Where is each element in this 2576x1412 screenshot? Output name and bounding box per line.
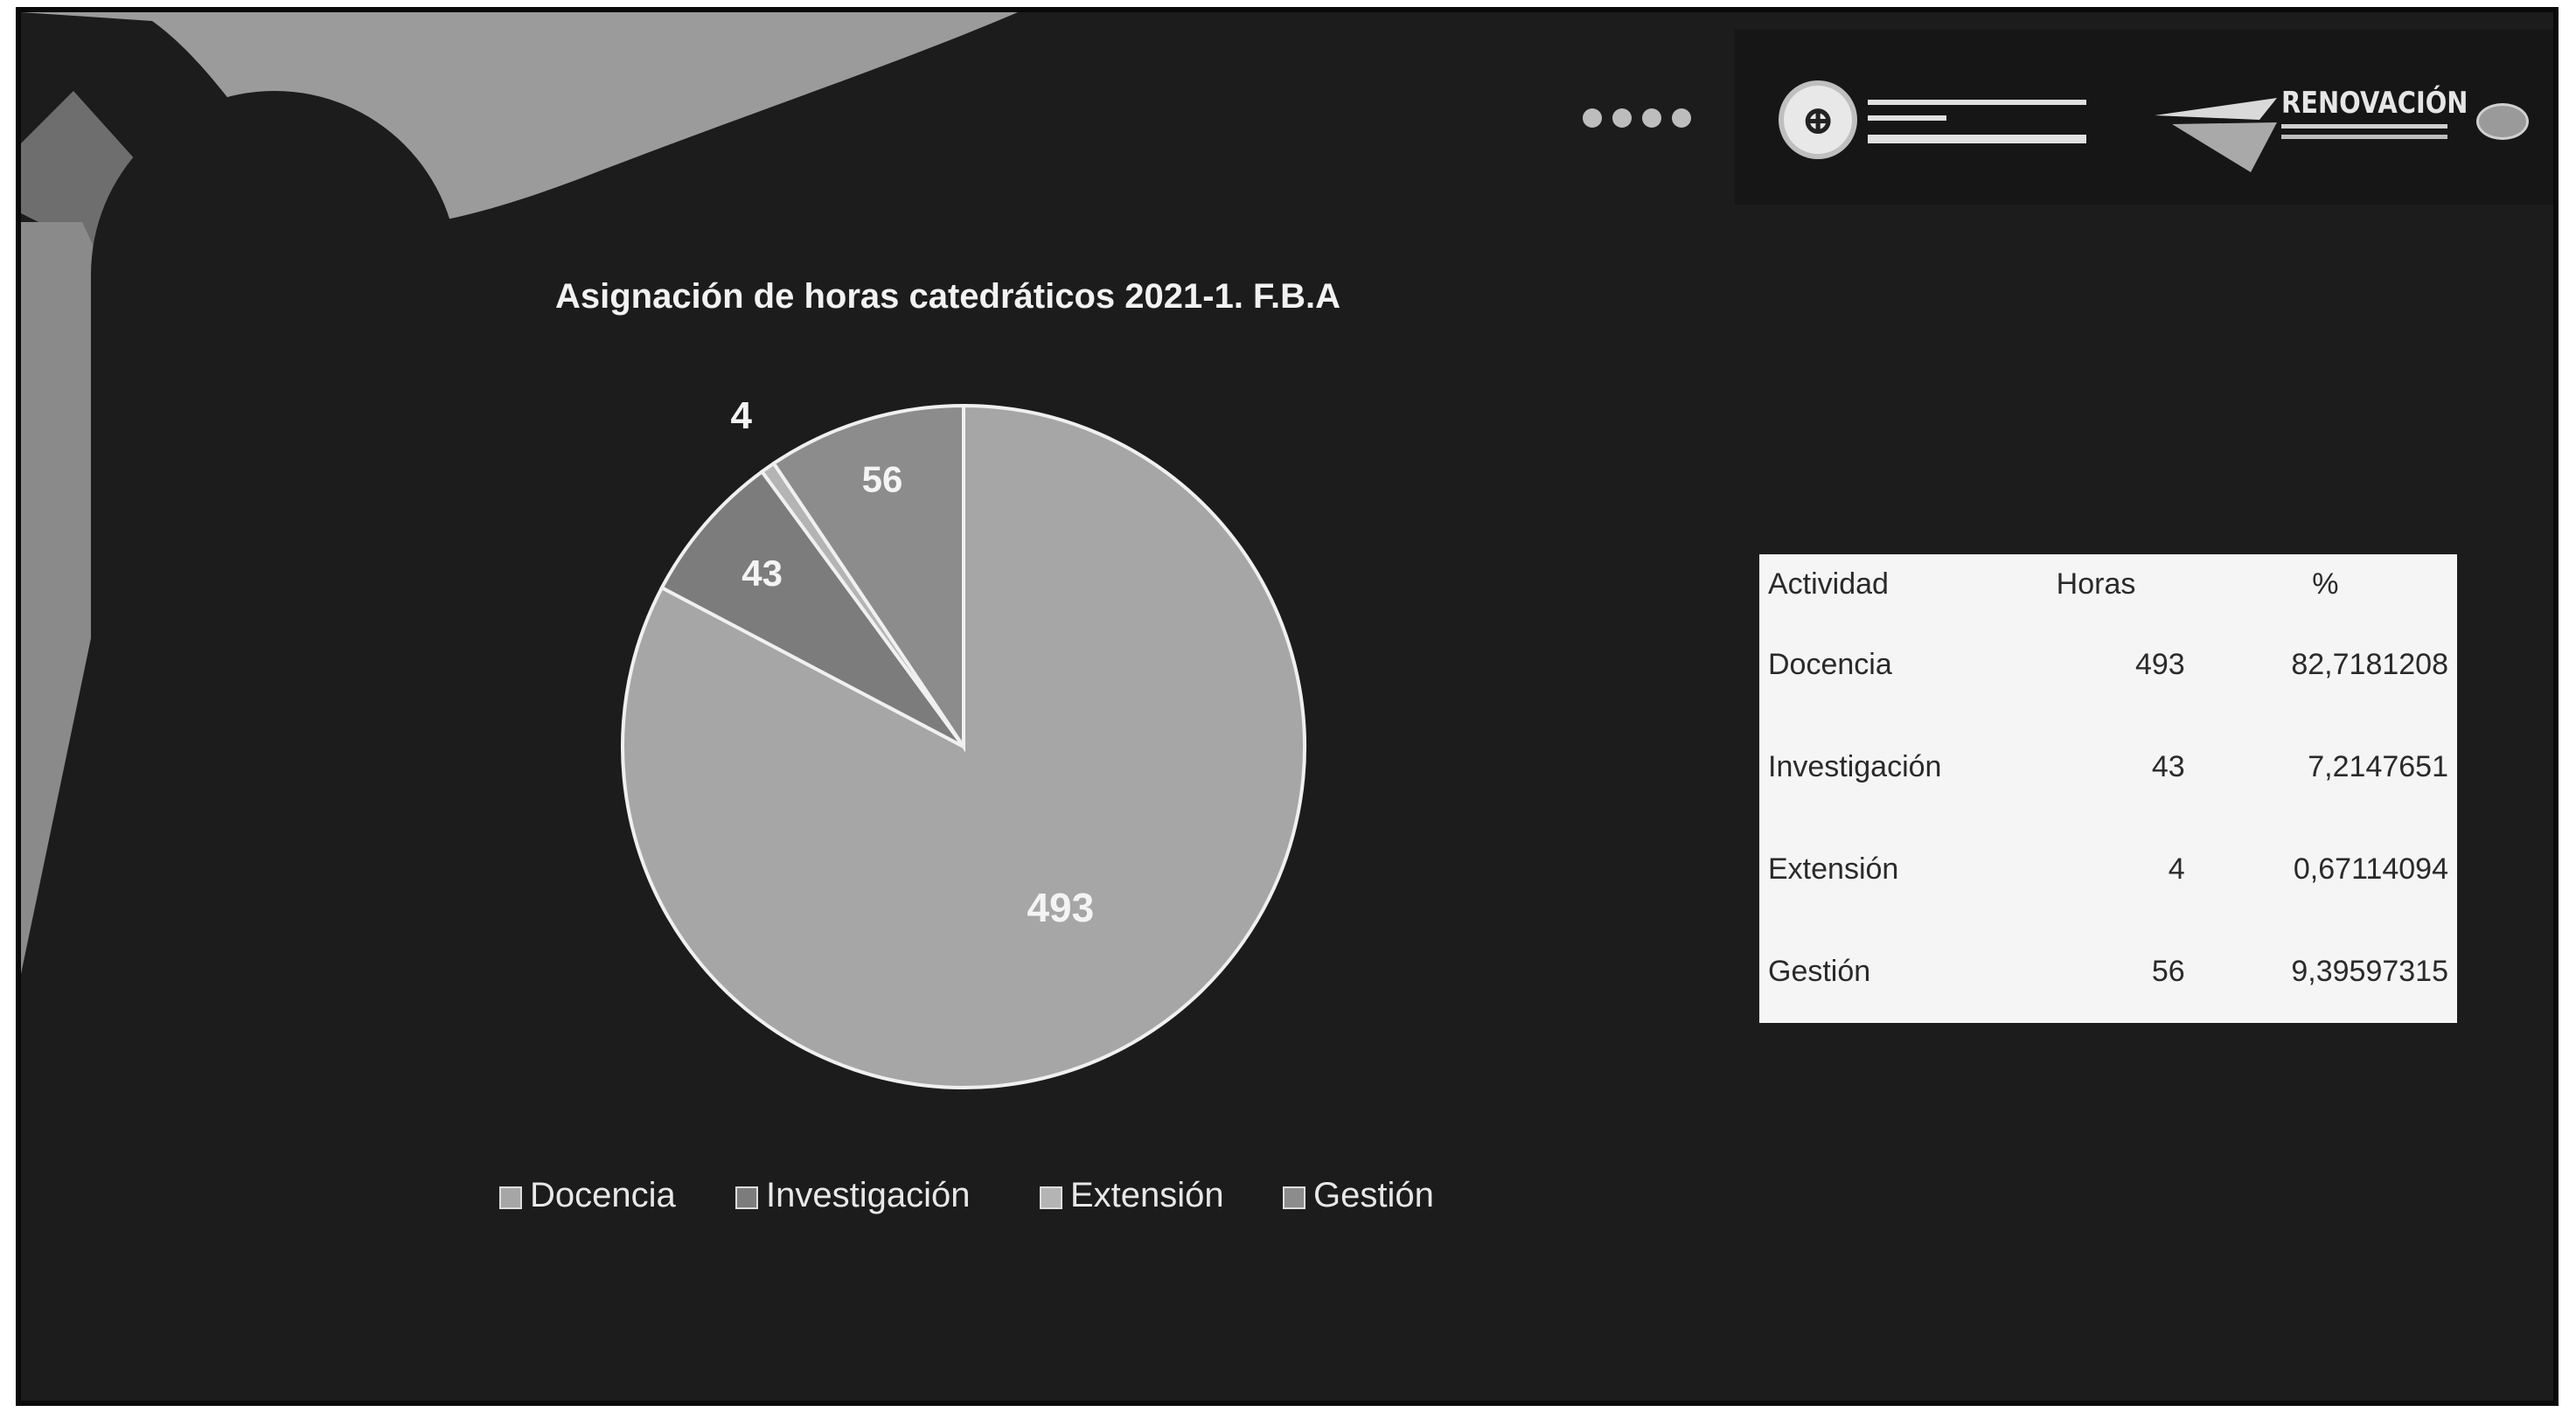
renovacion-wing-shape xyxy=(2172,122,2277,172)
logo-text-line xyxy=(1868,100,2086,105)
table-cell: 7,2147651 xyxy=(2308,750,2448,783)
data-labels: 493 43 4 56 xyxy=(730,394,1094,930)
table-row: Extensión 4 0,67114094 xyxy=(1759,818,2457,921)
table-header-row: Actividad Horas % xyxy=(1759,554,2457,614)
legend-label: Investigación xyxy=(766,1176,970,1214)
table-cell: Extensión xyxy=(1768,852,1899,886)
chart-legend: Docencia Investigación Extensión Gestión xyxy=(499,1176,1434,1214)
table-cell: 56 xyxy=(2151,955,2185,988)
renovacion-wing-shape xyxy=(2155,98,2277,120)
renovacion-logo-title: RENOVACIÓN xyxy=(2281,86,2468,121)
table-header-cell: Actividad xyxy=(1768,567,1889,601)
university-name-logo xyxy=(1868,93,2086,154)
university-seal-logo: ⊕ xyxy=(1779,80,1857,159)
table-header-cell: % xyxy=(2312,567,2339,601)
legend-swatch xyxy=(1040,1186,1062,1209)
logo-text-line xyxy=(2281,135,2447,139)
data-table: Actividad Horas % Docencia 493 82,718120… xyxy=(1759,554,2457,1023)
legend-label: Extensión xyxy=(1070,1176,1224,1214)
deco-dark-block xyxy=(91,275,458,1061)
deco-grey-band xyxy=(21,12,1018,228)
table-cell: 0,67114094 xyxy=(2293,852,2448,886)
legend-label: Gestión xyxy=(1313,1176,1434,1214)
table-cell: 82,7181208 xyxy=(2291,648,2448,681)
table-cell: 43 xyxy=(2151,750,2185,783)
chart-title: Asignación de horas catedráticos 2021-1.… xyxy=(555,277,1340,316)
logo-text-line xyxy=(1868,115,1946,121)
pie-chart: Asignación de horas catedráticos 2021-1.… xyxy=(499,277,1434,1214)
legend-swatch xyxy=(1283,1186,1305,1209)
data-label: 56 xyxy=(862,459,903,500)
legend-swatch xyxy=(735,1186,758,1209)
dot-decoration xyxy=(1612,108,1632,128)
table-cell: 493 xyxy=(2134,648,2185,681)
table-row: Investigación 43 7,2147651 xyxy=(1759,716,2457,818)
logo-underline xyxy=(1868,135,2086,143)
table-cell: 4 xyxy=(2168,852,2185,886)
data-label: 43 xyxy=(741,553,783,594)
seal-monogram: ⊕ xyxy=(1800,96,1835,143)
legend-swatch xyxy=(499,1186,522,1209)
data-label: 493 xyxy=(1027,885,1094,930)
table-cell: Investigación xyxy=(1768,750,1942,783)
pie-slice-investigacion xyxy=(659,469,965,748)
table-cell: Docencia xyxy=(1768,648,1892,681)
dot-decoration xyxy=(1672,108,1691,128)
pie-slice-gestion xyxy=(771,403,965,753)
dot-decoration xyxy=(1583,108,1602,128)
logo-text-line xyxy=(2281,124,2447,129)
table-header-cell: Horas xyxy=(2056,567,2136,601)
data-label: 4 xyxy=(730,394,752,437)
legend-label: Docencia xyxy=(530,1176,677,1214)
decorative-shapes xyxy=(21,12,1018,1061)
table-row: Gestión 56 9,39597315 xyxy=(1759,921,2457,1023)
table-cell: 9,39597315 xyxy=(2291,955,2448,988)
table-cell: Gestión xyxy=(1768,955,1871,988)
badge-logo xyxy=(2476,103,2529,140)
table-row: Docencia 493 82,7181208 xyxy=(1759,614,2457,716)
pie-slices xyxy=(621,403,1306,1089)
renovacion-logo-graphic xyxy=(2155,98,2277,172)
dot-decoration xyxy=(1642,108,1661,128)
slide: Asignación de horas catedráticos 2021-1.… xyxy=(16,7,2559,1406)
